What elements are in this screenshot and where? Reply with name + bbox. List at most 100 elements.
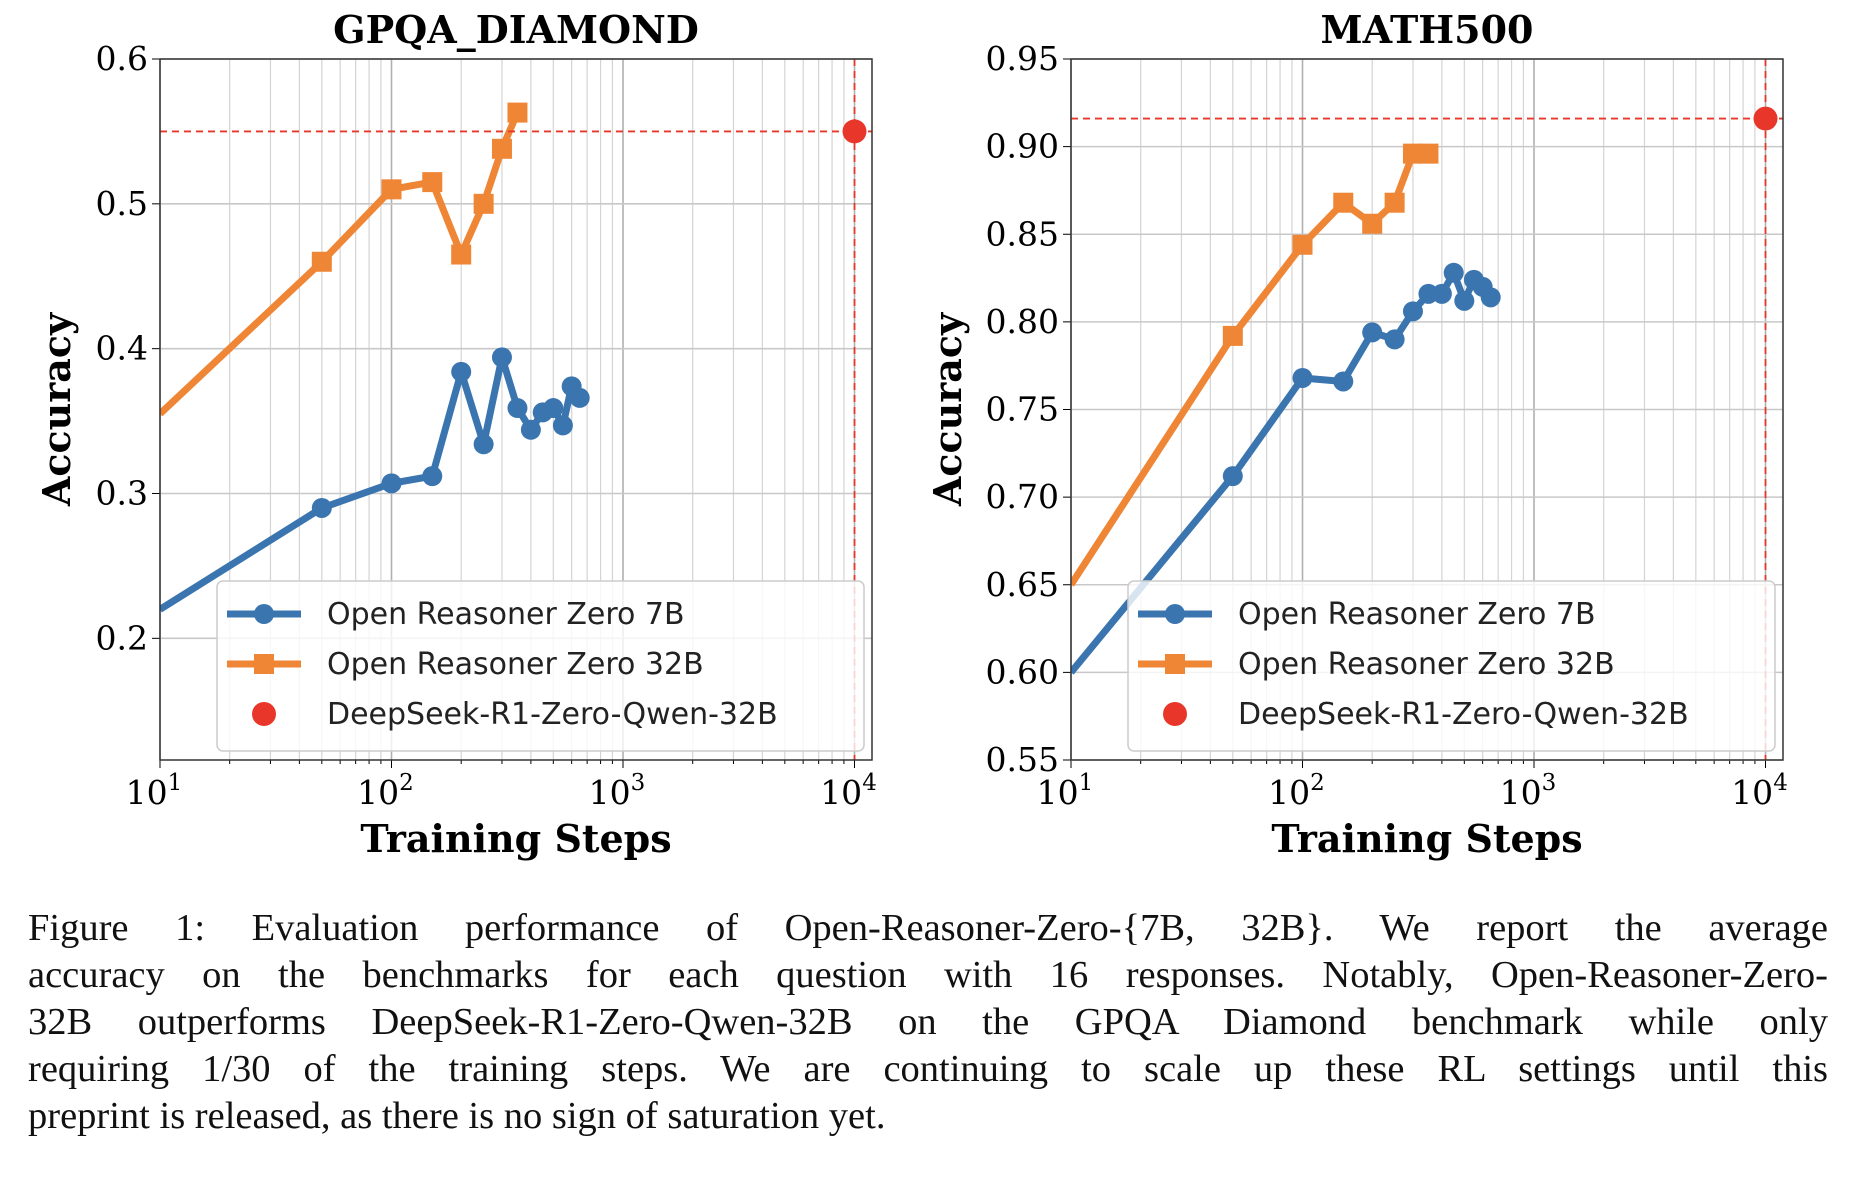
x-tick-exponent: 1 xyxy=(1079,770,1094,796)
data-point xyxy=(1431,283,1452,304)
y-tick-label: 0.95 xyxy=(986,39,1059,78)
data-point xyxy=(1362,213,1383,234)
y-tick-label: 0.2 xyxy=(96,618,148,657)
legend-box xyxy=(1127,580,1776,752)
legend-label: DeepSeek-R1-Zero-Qwen-32B xyxy=(1238,697,1689,732)
legend-swatch-marker xyxy=(254,604,274,624)
caption-line: 32B outperforms DeepSeek-R1-Zero-Qwen-32… xyxy=(28,1001,1828,1043)
chart-title: MATH500 xyxy=(1321,7,1534,52)
y-tick-label: 0.80 xyxy=(986,302,1059,341)
x-tick-exponent: 1 xyxy=(168,770,183,796)
legend: Open Reasoner Zero 7B Open Reasoner Zero … xyxy=(1127,580,1776,752)
data-point xyxy=(1443,262,1464,283)
data-point xyxy=(507,102,528,123)
data-point xyxy=(381,473,402,494)
data-point xyxy=(1333,192,1354,213)
x-axis-label: Training Steps xyxy=(360,816,671,861)
data-point xyxy=(1384,192,1405,213)
data-point xyxy=(1384,329,1405,350)
x-tick-exponent: 4 xyxy=(1773,770,1788,796)
figure-caption: Figure 1: Evaluation performance of Open… xyxy=(28,905,1828,1140)
chart-0: 0.2 0.3 0.4 0.5 0.6 101 102 103 104 GPQA_DIAMOND T… xyxy=(34,7,877,861)
data-point xyxy=(1222,466,1243,487)
caption-line: Figure 1: Evaluation performance of Open… xyxy=(28,907,1828,949)
caption-line: preprint is released, as there is no sig… xyxy=(28,1095,886,1137)
y-tick-label: 0.90 xyxy=(986,127,1059,166)
legend-swatch-dot xyxy=(252,702,276,726)
data-point xyxy=(422,466,443,487)
x-tick-exponent: 3 xyxy=(631,770,646,796)
x-tick-exponent: 3 xyxy=(1542,770,1557,796)
data-point xyxy=(491,347,512,368)
y-tick-label: 0.75 xyxy=(986,390,1059,429)
x-tick-label: 101 xyxy=(1037,770,1094,812)
data-point xyxy=(473,193,494,214)
y-tick-label: 0.5 xyxy=(96,184,148,223)
legend-box xyxy=(216,580,865,752)
y-tick-label: 0.6 xyxy=(96,39,148,78)
figure-charts: 0.2 0.3 0.4 0.5 0.6 101 102 103 104 GPQA_DIAMOND T… xyxy=(34,7,1788,861)
data-point xyxy=(1333,371,1354,392)
legend-label: Open Reasoner Zero 7B xyxy=(327,597,685,632)
legend: Open Reasoner Zero 7B Open Reasoner Zero … xyxy=(216,580,865,752)
y-tick-label: 0.4 xyxy=(96,329,148,368)
caption-line: requiring 1/30 of the training steps. We… xyxy=(28,1048,1828,1090)
data-point xyxy=(1454,290,1475,311)
data-point xyxy=(311,251,332,272)
x-tick-label: 103 xyxy=(589,770,646,812)
legend-label: Open Reasoner Zero 7B xyxy=(1238,597,1596,632)
legend-label: DeepSeek-R1-Zero-Qwen-32B xyxy=(327,697,778,732)
plot-area xyxy=(160,59,872,760)
x-tick-label: 104 xyxy=(1731,770,1788,812)
deepseek-point xyxy=(1753,106,1778,131)
x-tick-label: 103 xyxy=(1500,770,1557,812)
caption-line: accuracy on the benchmarks for each ques… xyxy=(28,954,1828,996)
data-point xyxy=(1222,325,1243,346)
data-point xyxy=(451,244,472,265)
data-point xyxy=(1418,143,1439,164)
legend-swatch-dot xyxy=(1163,702,1187,726)
data-point xyxy=(1480,287,1501,308)
legend-label: Open Reasoner Zero 32B xyxy=(327,647,704,682)
data-point xyxy=(1292,234,1313,255)
y-tick-label: 0.65 xyxy=(986,565,1059,604)
legend-swatch-marker xyxy=(1165,654,1185,674)
x-tick-label: 104 xyxy=(820,770,877,812)
y-tick-label: 0.3 xyxy=(96,474,148,513)
data-point xyxy=(451,361,472,382)
x-axis-label: Training Steps xyxy=(1271,816,1582,861)
x-tick-label: 102 xyxy=(357,770,414,812)
data-point xyxy=(473,434,494,455)
data-point xyxy=(491,138,512,159)
data-point xyxy=(520,419,541,440)
data-point xyxy=(1362,322,1383,343)
data-point xyxy=(552,415,573,436)
legend-label: Open Reasoner Zero 32B xyxy=(1238,647,1615,682)
x-tick-exponent: 4 xyxy=(862,770,877,796)
data-point xyxy=(1402,301,1423,322)
x-tick-label: 102 xyxy=(1268,770,1325,812)
data-point xyxy=(507,398,528,419)
data-point xyxy=(1402,143,1423,164)
y-axis-label: Accuracy xyxy=(34,312,79,507)
plot-area xyxy=(1071,59,1783,760)
data-point xyxy=(311,497,332,518)
x-tick-exponent: 2 xyxy=(399,770,414,796)
y-tick-label: 0.85 xyxy=(986,214,1059,253)
y-tick-label: 0.60 xyxy=(986,652,1059,691)
data-point xyxy=(1292,367,1313,388)
axes-frame xyxy=(1070,58,1784,761)
deepseek-point xyxy=(842,119,867,144)
axes-frame xyxy=(159,58,873,761)
y-tick-label: 0.55 xyxy=(986,740,1059,779)
data-point xyxy=(381,179,402,200)
series-line-0 xyxy=(160,353,583,613)
chart-title: GPQA_DIAMOND xyxy=(333,7,699,52)
data-point xyxy=(422,172,443,193)
data-point xyxy=(569,387,590,408)
legend-swatch-marker xyxy=(1165,604,1185,624)
x-tick-label: 101 xyxy=(126,770,183,812)
y-axis-label: Accuracy xyxy=(925,312,970,507)
x-tick-exponent: 2 xyxy=(1310,770,1325,796)
